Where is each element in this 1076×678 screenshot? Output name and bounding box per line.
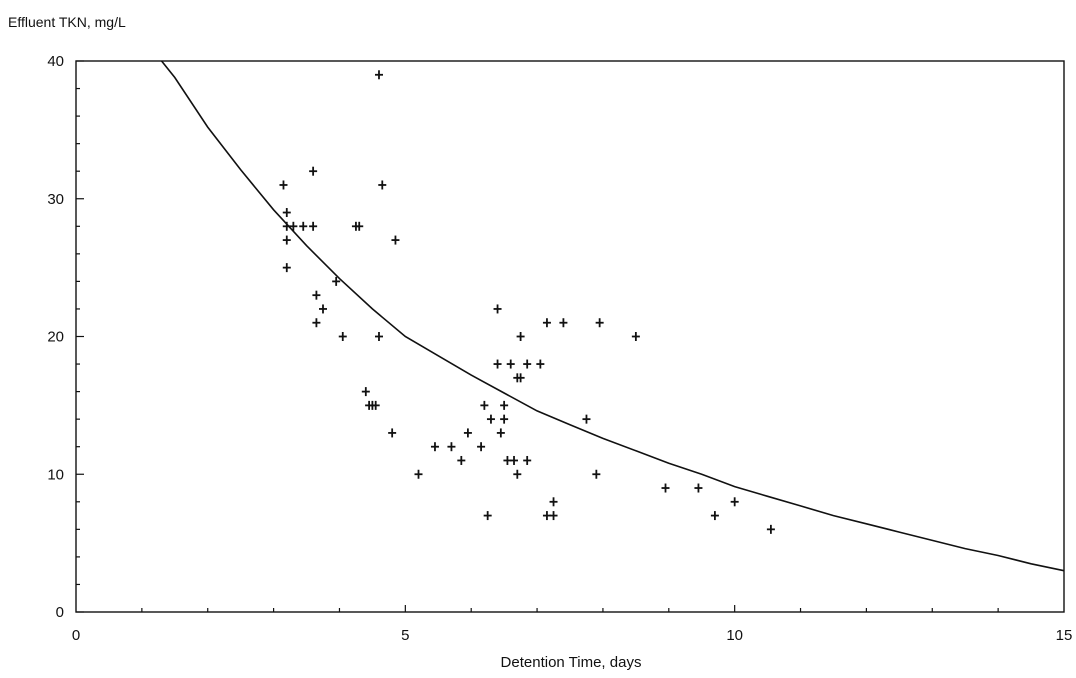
data-point xyxy=(694,483,703,493)
data-point xyxy=(766,524,775,534)
data-point xyxy=(319,304,327,314)
data-point xyxy=(477,442,486,452)
data-point xyxy=(496,428,505,438)
data-point xyxy=(289,221,298,231)
x-tick-label: 10 xyxy=(726,627,743,644)
x-axis-ticks: 0 5 10 15 xyxy=(72,605,1073,644)
data-point xyxy=(430,442,439,452)
x-tick-label: 5 xyxy=(401,627,409,644)
data-point xyxy=(506,359,515,369)
data-point xyxy=(463,428,472,438)
data-point xyxy=(559,318,568,328)
data-point xyxy=(388,428,397,438)
data-point xyxy=(592,469,601,479)
y-axis-ticks: 0 10 20 30 40 xyxy=(47,53,84,621)
data-point xyxy=(493,304,502,314)
y-tick-label: 20 xyxy=(47,329,64,346)
data-point xyxy=(299,221,308,231)
data-point xyxy=(500,400,509,410)
data-point xyxy=(523,359,532,369)
data-point xyxy=(282,263,291,273)
y-tick-label: 30 xyxy=(47,191,64,208)
data-point xyxy=(355,221,364,231)
data-point xyxy=(486,414,495,424)
x-axis-label: Detention Time, days xyxy=(500,654,642,671)
data-point xyxy=(279,180,288,190)
data-point xyxy=(309,166,318,176)
data-point xyxy=(493,359,502,369)
data-point xyxy=(523,455,532,465)
data-point xyxy=(710,511,719,521)
data-point xyxy=(536,359,545,369)
data-point xyxy=(516,332,525,341)
data-point xyxy=(391,235,400,245)
data-point xyxy=(457,455,466,465)
data-point xyxy=(542,318,551,328)
data-point xyxy=(309,221,318,231)
data-point xyxy=(510,455,519,465)
data-point xyxy=(374,70,383,80)
data-point xyxy=(371,400,380,410)
data-point xyxy=(549,497,558,507)
fitted-curve xyxy=(160,60,1065,572)
data-point xyxy=(378,180,387,190)
data-points xyxy=(279,70,775,534)
data-point xyxy=(549,511,558,521)
x-tick-label: 15 xyxy=(1056,627,1073,644)
data-point xyxy=(661,483,670,493)
y-tick-label: 40 xyxy=(47,53,64,70)
y-tick-label: 0 xyxy=(56,604,64,621)
data-point xyxy=(582,414,591,424)
data-point xyxy=(374,332,383,341)
data-point xyxy=(500,414,509,424)
data-point xyxy=(338,332,347,341)
data-point xyxy=(414,469,423,479)
y-tick-label: 10 xyxy=(47,466,64,483)
data-point xyxy=(595,318,604,328)
data-point xyxy=(516,373,525,383)
data-point xyxy=(447,442,456,452)
data-point xyxy=(483,511,492,521)
data-point xyxy=(312,290,321,300)
x-tick-label: 0 xyxy=(72,627,80,644)
plot-frame xyxy=(75,60,1065,613)
data-point xyxy=(332,276,341,286)
data-point xyxy=(730,497,739,507)
data-point xyxy=(631,332,640,341)
data-point xyxy=(480,400,489,410)
y-axis-label: Effluent TKN, mg/L xyxy=(8,14,126,30)
data-point xyxy=(361,387,370,397)
data-point xyxy=(513,469,522,479)
data-point xyxy=(282,235,291,245)
data-point xyxy=(282,208,291,218)
data-point xyxy=(312,318,321,328)
